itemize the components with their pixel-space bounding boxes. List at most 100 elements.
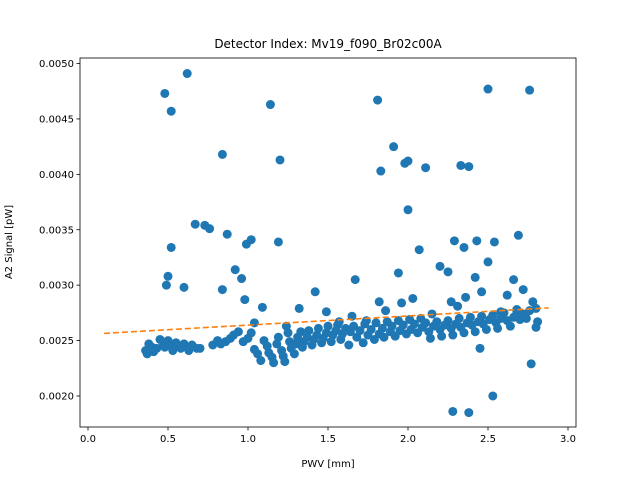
data-point <box>493 323 503 333</box>
data-point <box>166 242 176 252</box>
data-point <box>488 310 498 320</box>
data-point <box>525 306 535 316</box>
x-tick-label: 1.5 <box>320 434 336 445</box>
data-point <box>459 328 469 338</box>
x-tick-label: 2.0 <box>400 434 416 445</box>
x-tick-label: 0.5 <box>160 434 176 445</box>
data-point <box>379 332 389 342</box>
data-point <box>443 267 453 277</box>
y-tick-label: 0.0020 <box>39 391 74 402</box>
data-point <box>521 313 531 323</box>
data-point <box>488 391 498 401</box>
x-tick-label: 3.0 <box>560 434 576 445</box>
data-point <box>304 326 314 336</box>
data-point <box>294 303 304 313</box>
data-point <box>454 313 464 323</box>
data-point <box>355 326 365 336</box>
data-point <box>374 297 384 307</box>
data-point <box>389 142 399 152</box>
data-point <box>403 156 413 166</box>
data-point <box>253 349 263 359</box>
data-point <box>377 323 387 333</box>
y-tick-label: 0.0040 <box>39 170 74 181</box>
data-point <box>256 356 266 366</box>
data-point <box>190 219 200 229</box>
data-point <box>437 331 447 341</box>
data-point <box>376 166 386 176</box>
data-point <box>257 302 267 312</box>
data-point <box>470 327 480 337</box>
data-point <box>459 242 469 252</box>
data-point <box>321 307 331 317</box>
data-point <box>283 328 293 338</box>
data-point <box>246 328 256 338</box>
data-point <box>453 301 463 311</box>
data-point <box>182 69 192 79</box>
data-point <box>528 297 538 307</box>
data-point <box>269 358 279 368</box>
data-point <box>366 324 376 334</box>
data-point <box>448 330 458 340</box>
y-axis-label: A2 Signal [pW] <box>4 205 15 279</box>
data-point <box>230 265 240 275</box>
data-point <box>205 224 215 234</box>
data-point <box>518 285 528 295</box>
x-axis-ticks: 0.0 0.5 1.0 1.5 2.0 2.5 3.0 <box>80 427 576 445</box>
data-point <box>533 317 543 327</box>
data-point <box>435 261 445 271</box>
y-tick-label: 0.0030 <box>39 281 74 292</box>
data-point <box>446 297 456 307</box>
data-point <box>502 290 512 300</box>
data-point <box>152 343 162 353</box>
data-point <box>217 285 227 295</box>
data-point <box>465 312 475 322</box>
data-point <box>350 275 360 285</box>
data-point <box>489 237 499 247</box>
data-point <box>333 320 343 330</box>
data-point <box>240 295 250 305</box>
data-point <box>265 100 275 110</box>
data-point <box>273 237 283 247</box>
data-point <box>160 88 170 98</box>
data-point <box>246 235 256 245</box>
data-point <box>347 311 357 321</box>
data-point <box>483 84 493 94</box>
data-point <box>509 275 519 285</box>
y-tick-label: 0.0045 <box>39 114 74 125</box>
y-axis-ticks: 0.0020 0.0025 0.0030 0.0035 0.0040 0.0045 0.00… <box>39 59 80 402</box>
x-tick-label: 0.0 <box>80 434 96 445</box>
data-point <box>179 282 189 292</box>
data-point <box>222 229 232 239</box>
data-point <box>470 272 480 282</box>
data-point <box>163 271 173 281</box>
x-tick-label: 2.5 <box>480 434 496 445</box>
data-point <box>397 298 407 308</box>
data-point <box>456 160 466 170</box>
data-point <box>371 318 381 328</box>
data-point <box>166 106 176 116</box>
data-point <box>381 306 391 316</box>
data-point <box>323 321 333 331</box>
data-point <box>273 332 283 342</box>
data-point <box>408 293 418 303</box>
data-point <box>352 332 362 342</box>
data-point <box>349 321 359 331</box>
data-point <box>513 230 523 240</box>
data-point <box>296 327 306 337</box>
data-point <box>526 359 536 369</box>
data-point <box>360 319 370 329</box>
data-point <box>409 319 419 329</box>
data-point <box>195 343 205 353</box>
data-point <box>525 85 535 95</box>
data-point <box>313 323 323 333</box>
data-point <box>475 343 485 353</box>
fit-line <box>103 307 549 335</box>
data-point <box>421 163 431 173</box>
data-point <box>505 321 515 331</box>
x-axis-label: PWV [mm] <box>301 459 354 470</box>
data-point <box>179 339 189 349</box>
data-point <box>358 338 368 348</box>
fit-line-layer <box>103 307 549 335</box>
